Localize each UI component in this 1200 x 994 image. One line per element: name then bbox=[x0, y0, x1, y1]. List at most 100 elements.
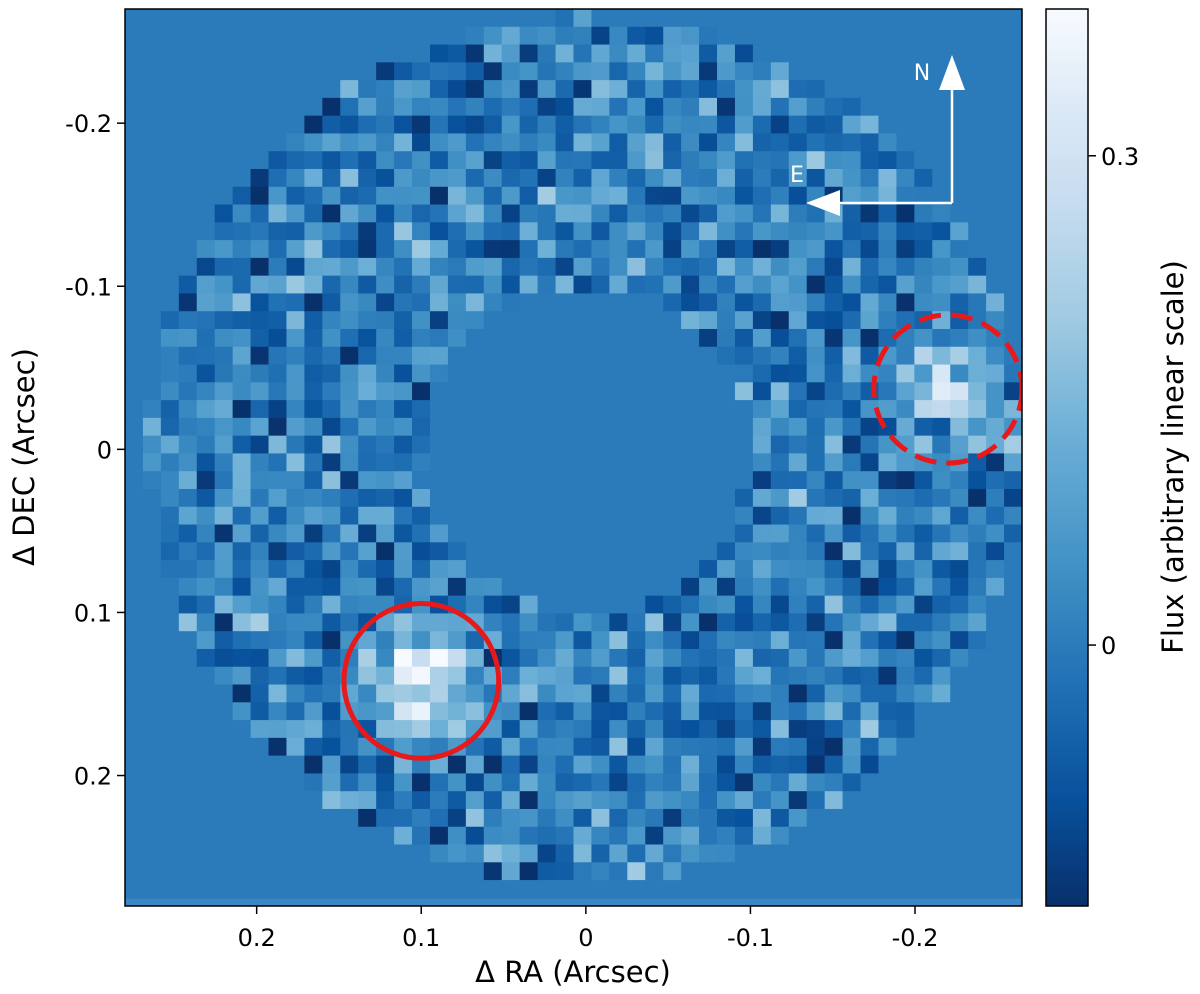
heatmap-cell bbox=[160, 346, 180, 366]
heatmap-cell bbox=[968, 222, 987, 241]
heatmap-cell bbox=[125, 62, 144, 81]
heatmap-cell bbox=[860, 471, 880, 490]
heatmap-cell bbox=[214, 737, 234, 757]
heatmap-cell bbox=[627, 115, 646, 135]
heatmap-cell bbox=[914, 346, 933, 366]
heatmap-cell bbox=[717, 293, 736, 312]
heatmap-cell bbox=[770, 9, 790, 28]
heatmap-cell bbox=[304, 257, 323, 277]
heatmap-cell bbox=[447, 151, 467, 170]
heatmap-cell bbox=[842, 293, 862, 312]
heatmap-cell bbox=[609, 755, 628, 775]
heatmap-cell bbox=[950, 542, 969, 561]
heatmap-cell bbox=[860, 9, 880, 28]
heatmap-cell bbox=[358, 328, 377, 348]
heatmap-cell bbox=[555, 346, 575, 366]
heatmap-cell bbox=[519, 62, 539, 81]
heatmap-cell bbox=[699, 151, 718, 170]
heatmap-cell bbox=[286, 524, 305, 544]
heatmap-cell bbox=[537, 115, 557, 135]
heatmap-cell bbox=[178, 666, 198, 686]
heatmap-cell bbox=[304, 400, 323, 419]
heatmap-cell bbox=[860, 702, 880, 721]
heatmap-cell bbox=[376, 506, 395, 526]
heatmap-cell bbox=[752, 720, 772, 739]
heatmap-cell bbox=[914, 257, 933, 277]
heatmap-cell bbox=[196, 613, 216, 632]
heatmap-cell bbox=[932, 773, 951, 792]
heatmap-cell bbox=[394, 862, 413, 881]
heatmap-cell bbox=[178, 328, 198, 348]
heatmap-cell bbox=[429, 808, 449, 828]
heatmap-cell bbox=[788, 648, 808, 668]
heatmap-cell bbox=[358, 240, 377, 259]
heatmap-cell bbox=[358, 684, 377, 704]
heatmap-cell bbox=[250, 453, 270, 472]
heatmap-cell bbox=[896, 613, 915, 632]
heatmap-cell bbox=[896, 275, 915, 295]
heatmap-cell bbox=[483, 293, 503, 312]
heatmap-cell bbox=[752, 542, 772, 561]
heatmap-cell bbox=[645, 702, 664, 721]
heatmap-cell bbox=[268, 613, 288, 632]
heatmap-cell bbox=[214, 346, 234, 366]
heatmap-cell bbox=[986, 577, 1005, 597]
heatmap-cell bbox=[358, 186, 377, 206]
heatmap-cell bbox=[196, 453, 216, 472]
heatmap-cell bbox=[268, 80, 288, 99]
heatmap-cell bbox=[178, 648, 198, 668]
heatmap-cell bbox=[1004, 524, 1022, 544]
heatmap-cell bbox=[860, 293, 880, 312]
heatmap-cell bbox=[681, 844, 700, 864]
heatmap-cell bbox=[932, 684, 951, 704]
heatmap-cell bbox=[1004, 737, 1022, 757]
heatmap-cell bbox=[681, 684, 700, 704]
heatmap-cell bbox=[268, 862, 288, 881]
heatmap-cell bbox=[304, 737, 323, 757]
heatmap-cell bbox=[609, 791, 628, 810]
heatmap-cell bbox=[986, 293, 1005, 312]
heatmap-cell bbox=[196, 631, 216, 650]
heatmap-cell bbox=[537, 400, 557, 419]
heatmap-cell bbox=[142, 791, 162, 810]
heatmap-cell bbox=[178, 684, 198, 704]
heatmap-cell bbox=[555, 631, 575, 650]
heatmap-cell bbox=[196, 826, 216, 846]
heatmap-cell bbox=[214, 240, 234, 259]
heatmap-cell bbox=[699, 862, 718, 881]
heatmap-cell bbox=[932, 471, 951, 490]
heatmap-cell bbox=[627, 791, 646, 810]
heatmap-cell bbox=[376, 80, 395, 99]
heatmap-cell bbox=[573, 684, 593, 704]
heatmap-cell bbox=[842, 44, 862, 64]
heatmap-cell bbox=[1004, 844, 1022, 864]
heatmap-cell bbox=[788, 577, 808, 597]
heatmap-cell bbox=[681, 862, 700, 881]
heatmap-cell bbox=[609, 648, 628, 668]
heatmap-cell bbox=[142, 648, 162, 668]
heatmap-cell bbox=[519, 648, 539, 668]
heatmap-cell bbox=[286, 80, 305, 99]
heatmap-cell bbox=[752, 168, 772, 188]
heatmap-cell bbox=[394, 26, 413, 46]
heatmap-cell bbox=[950, 222, 969, 241]
heatmap-cell bbox=[591, 80, 610, 99]
heatmap-cell bbox=[501, 417, 521, 437]
heatmap-cell bbox=[304, 488, 323, 508]
heatmap-cell bbox=[232, 204, 252, 224]
heatmap-cell bbox=[950, 293, 969, 312]
heatmap-cell bbox=[340, 808, 359, 828]
heatmap-cell bbox=[806, 168, 826, 188]
heatmap-cell bbox=[322, 631, 341, 650]
heatmap-cell bbox=[752, 488, 772, 508]
heatmap-cell bbox=[196, 524, 216, 544]
heatmap-cell bbox=[196, 115, 216, 135]
heatmap-cell bbox=[394, 524, 413, 544]
heatmap-cell bbox=[519, 186, 539, 206]
heatmap-cell bbox=[555, 186, 575, 206]
heatmap-cell bbox=[340, 755, 359, 775]
heatmap-cell bbox=[878, 328, 898, 348]
heatmap-cell bbox=[878, 471, 898, 490]
heatmap-cell bbox=[555, 542, 575, 561]
heatmap-cell bbox=[125, 844, 144, 864]
